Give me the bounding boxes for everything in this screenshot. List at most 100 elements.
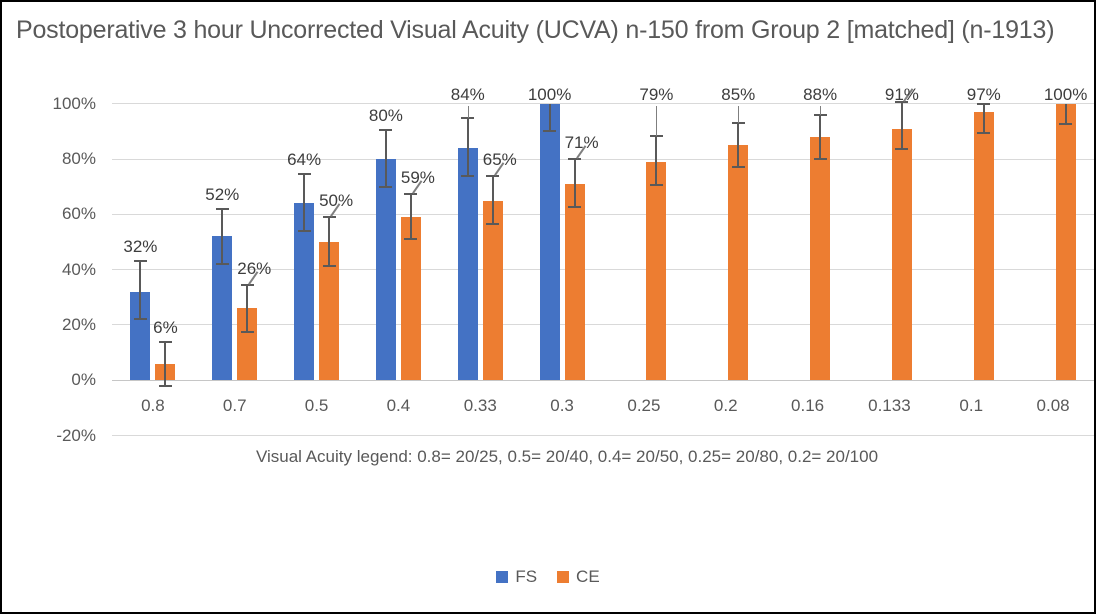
bar-ce [646, 161, 667, 381]
label-leader-line [738, 106, 740, 124]
error-cap-bottom [461, 174, 475, 177]
error-bar [819, 114, 822, 159]
legend: FS CE [2, 568, 1094, 586]
bar-fs [457, 147, 478, 381]
gridline [112, 379, 1094, 381]
data-label: 80% [368, 105, 403, 125]
bar-ce [400, 217, 421, 381]
x-tick-label: 0.33 [463, 396, 497, 415]
error-cap-bottom [543, 130, 557, 133]
data-label: 65% [482, 149, 517, 169]
error-bar [139, 261, 142, 320]
bar-fs [375, 159, 396, 381]
gridline [112, 103, 1094, 105]
error-cap-bottom [731, 166, 745, 169]
data-label: 52% [205, 184, 240, 204]
error-cap-bottom [133, 318, 147, 321]
error-bar [303, 174, 306, 231]
bar-ce [237, 308, 258, 381]
data-label: 71% [564, 133, 599, 153]
y-tick-label: 20% [61, 314, 96, 334]
gridline [112, 213, 1094, 215]
error-cap-top [461, 116, 475, 119]
gridline [112, 158, 1094, 160]
data-label: 6% [153, 317, 178, 337]
data-label: 97% [966, 85, 1001, 104]
error-cap-top [731, 122, 745, 125]
error-bar [1064, 103, 1067, 125]
data-label: 85% [721, 85, 756, 104]
error-cap-top [404, 192, 418, 195]
x-tick-label: 0.25 [627, 396, 661, 415]
error-cap-bottom [813, 158, 827, 161]
x-tick-label: 0.2 [713, 396, 738, 415]
error-bar [384, 129, 387, 187]
error-cap-bottom [895, 148, 909, 151]
gridline [112, 324, 1094, 326]
bar-ce [891, 128, 912, 381]
x-tick-label: 0.133 [868, 396, 911, 415]
error-cap-bottom [1059, 123, 1073, 126]
error-cap-bottom [977, 131, 991, 134]
data-label: 88% [803, 85, 838, 104]
label-leader-line [467, 106, 469, 118]
error-cap-bottom [649, 184, 663, 187]
legend-item-ce: CE [557, 568, 600, 586]
error-bar [737, 123, 740, 168]
x-tick-label: 0.08 [1036, 396, 1070, 415]
error-cap-top [133, 260, 147, 263]
error-cap-top [977, 102, 991, 105]
bar-ce [973, 111, 994, 381]
data-label: 26% [237, 258, 272, 278]
error-cap-bottom [215, 263, 229, 266]
bar-fs [539, 103, 560, 381]
data-label: 32% [123, 237, 158, 257]
error-cap-top [158, 340, 172, 343]
error-cap-bottom [240, 330, 254, 333]
label-leader-line [656, 106, 658, 136]
error-cap-bottom [379, 185, 393, 188]
error-bar [246, 284, 249, 332]
error-cap-bottom [297, 229, 311, 232]
bar-ce [564, 183, 585, 381]
error-bar [982, 103, 985, 133]
data-label: 84% [450, 85, 485, 104]
legend-item-fs: FS [496, 568, 537, 586]
data-label: 100% [527, 85, 572, 104]
ce-legend-swatch [557, 571, 570, 583]
x-tick-label: 0.1 [959, 396, 984, 415]
error-bar [466, 117, 469, 176]
y-tick-label: 100% [52, 93, 96, 113]
ce-legend-label: CE [576, 567, 600, 586]
label-leader-line [820, 106, 822, 115]
bar-ce [810, 136, 831, 381]
error-cap-top [240, 283, 254, 286]
bar-fs [294, 203, 315, 381]
fs-legend-label: FS [515, 567, 538, 586]
chart-title: Postoperative 3 hour Uncorrected Visual … [16, 16, 1055, 44]
x-tick-label: 0.7 [222, 396, 247, 415]
gridline [112, 435, 1094, 437]
bar-ce [482, 200, 503, 381]
error-bar [328, 217, 331, 266]
error-bar [573, 159, 576, 208]
error-bar [548, 103, 551, 132]
error-cap-bottom [568, 206, 582, 209]
error-bar [655, 135, 658, 186]
y-tick-label: -20% [56, 425, 96, 445]
data-label: 64% [287, 150, 322, 170]
error-cap-top [486, 174, 500, 177]
bar-fs [212, 236, 233, 381]
x-tick-label: 0.3 [550, 396, 574, 415]
bar-ce [319, 242, 340, 381]
error-bar [491, 175, 494, 224]
gridline [112, 269, 1094, 271]
error-bar [164, 341, 167, 386]
bar-ce [728, 145, 749, 381]
data-label: 59% [400, 167, 435, 187]
x-tick-label: 0.16 [791, 396, 825, 415]
x-axis-note: Visual Acuity legend: 0.8= 20/25, 0.5= 2… [255, 447, 879, 466]
error-cap-top [813, 113, 827, 116]
error-cap-bottom [158, 384, 172, 387]
